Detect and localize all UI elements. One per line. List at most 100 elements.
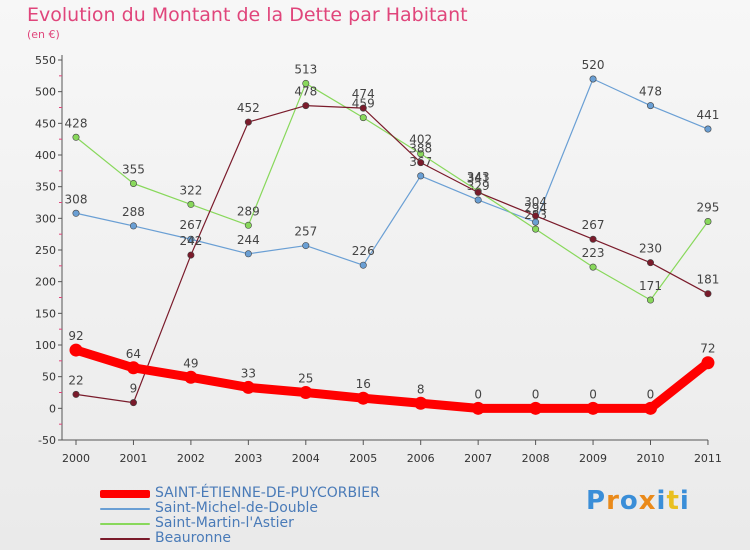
data-label: 294 xyxy=(524,201,547,215)
data-point xyxy=(302,102,310,110)
data-label: 513 xyxy=(294,62,317,76)
x-tick-label: 2000 xyxy=(62,452,90,465)
data-label: 0 xyxy=(474,387,482,401)
legend-swatch xyxy=(100,538,150,540)
data-label: 0 xyxy=(532,387,540,401)
x-tick-label: 2002 xyxy=(177,452,205,465)
data-point xyxy=(129,222,137,230)
data-point xyxy=(184,370,198,384)
data-label: 459 xyxy=(352,97,375,111)
data-point xyxy=(244,250,252,258)
data-label: 64 xyxy=(126,347,141,361)
data-label: 9 xyxy=(130,382,138,396)
x-tick-label: 2010 xyxy=(637,452,665,465)
x-tick-label: 2001 xyxy=(119,452,147,465)
chart-subtitle: (en €) xyxy=(27,28,60,41)
chart-title: Evolution du Montant de la Dette par Hab… xyxy=(27,4,468,26)
data-label: 343 xyxy=(467,170,490,184)
data-label: 33 xyxy=(241,366,256,380)
data-label: 0 xyxy=(589,387,597,401)
data-point xyxy=(359,104,367,112)
legend-swatch xyxy=(100,523,150,525)
data-point xyxy=(646,296,654,304)
data-point xyxy=(302,79,310,87)
data-label: 304 xyxy=(524,195,547,209)
y-tick-label: -50 xyxy=(38,434,56,447)
data-point xyxy=(187,235,195,243)
legend-label: SAINT-ÉTIENNE-DE-PUYCORBIER xyxy=(155,485,380,501)
data-point xyxy=(359,114,367,122)
data-point xyxy=(646,259,654,267)
y-tick-label: 500 xyxy=(35,86,56,99)
data-point xyxy=(72,133,80,141)
data-label: 520 xyxy=(582,58,605,72)
data-label: 478 xyxy=(294,85,317,99)
x-tick-label: 2008 xyxy=(522,452,550,465)
data-label: 8 xyxy=(417,382,425,396)
data-point xyxy=(589,263,597,271)
logo-letter: o xyxy=(619,486,639,516)
data-label: 355 xyxy=(122,163,145,177)
data-point xyxy=(414,396,428,410)
legend-label: Saint-Martin-l'Astier xyxy=(155,515,294,531)
data-label: 267 xyxy=(582,218,605,232)
data-label: 16 xyxy=(356,377,371,391)
data-label: 72 xyxy=(700,342,715,356)
data-label: 230 xyxy=(639,242,662,256)
legend-swatch xyxy=(100,490,150,498)
legend-label: Saint-Michel-de-Double xyxy=(155,500,319,516)
logo-letter: P xyxy=(586,486,607,516)
data-point xyxy=(704,125,712,133)
data-point xyxy=(72,390,80,398)
data-label: 295 xyxy=(696,201,719,215)
y-tick-label: 300 xyxy=(35,212,56,225)
data-point xyxy=(417,159,425,167)
data-point xyxy=(356,391,370,405)
x-tick-label: 2004 xyxy=(292,452,320,465)
data-label: 244 xyxy=(237,233,260,247)
data-point xyxy=(302,242,310,250)
data-label: 478 xyxy=(639,85,662,99)
data-point xyxy=(471,401,485,415)
data-label: 242 xyxy=(179,234,202,248)
y-tick-label: 150 xyxy=(35,307,56,320)
data-point xyxy=(644,401,657,415)
data-label: 441 xyxy=(696,108,719,122)
data-point xyxy=(187,200,195,208)
series-line xyxy=(75,104,709,404)
data-point xyxy=(474,188,482,196)
data-label: 289 xyxy=(237,204,260,218)
legend-swatch xyxy=(100,508,150,510)
data-point xyxy=(72,209,80,217)
data-point xyxy=(529,401,543,415)
data-point xyxy=(244,221,252,229)
logo-letter: t xyxy=(666,486,680,516)
y-tick-label: 400 xyxy=(35,149,56,162)
data-label: 288 xyxy=(122,205,145,219)
data-label: 0 xyxy=(647,387,655,401)
data-point xyxy=(69,343,83,357)
x-tick-label: 2003 xyxy=(234,452,262,465)
data-point xyxy=(187,251,195,259)
data-point xyxy=(417,172,425,180)
data-label: 257 xyxy=(294,225,317,239)
data-label: 181 xyxy=(696,273,719,287)
y-tick-label: 50 xyxy=(42,371,56,384)
data-label: 322 xyxy=(179,183,202,197)
data-point xyxy=(129,399,137,407)
data-label: 223 xyxy=(582,246,605,260)
data-point xyxy=(589,235,597,243)
y-tick-label: 100 xyxy=(35,339,56,352)
logo-letter: i xyxy=(656,486,667,516)
logo-letter: x xyxy=(638,486,657,516)
data-point xyxy=(359,261,367,269)
y-tick-label: 0 xyxy=(49,402,56,415)
legend-label: Beauronne xyxy=(155,530,232,546)
data-point xyxy=(532,225,540,233)
data-point xyxy=(241,380,255,394)
data-label: 341 xyxy=(467,171,490,185)
y-tick-label: 550 xyxy=(35,54,56,67)
data-label: 474 xyxy=(352,87,375,101)
data-point xyxy=(586,401,600,415)
